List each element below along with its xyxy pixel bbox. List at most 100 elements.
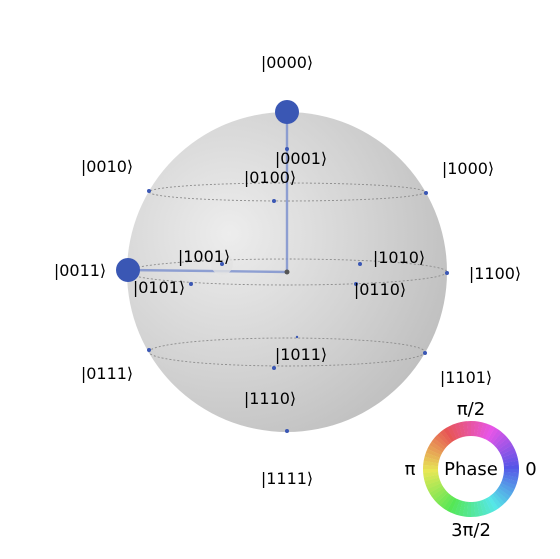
phase-wheel-segment	[443, 427, 455, 443]
label-0011: |0011⟩	[54, 261, 106, 280]
phase-wheel-segment	[492, 492, 506, 506]
label-0010: |0010⟩	[81, 157, 133, 176]
phase-legend-title: Phase	[444, 459, 498, 480]
phase-wheel-segment	[497, 441, 513, 453]
label-1100: |1100⟩	[469, 264, 521, 283]
phase-wheel-segment	[458, 421, 466, 438]
label-1010: |1010⟩	[373, 248, 425, 267]
state-marker-0011	[116, 258, 140, 282]
phase-wheel-segment	[470, 421, 476, 437]
phase-wheel-segment	[424, 477, 441, 486]
phase-wheel-segment	[489, 494, 503, 509]
point-1001	[220, 262, 224, 266]
phase-wheel-segment	[500, 480, 517, 490]
phase-wheel-segment	[487, 427, 499, 442]
phase-wheel-segment	[501, 452, 518, 461]
phase-wheel-segment	[423, 460, 439, 467]
phase-wheel-segment	[436, 432, 450, 446]
label-1011: |1011⟩	[275, 345, 327, 364]
phase-wheel-segment	[440, 494, 453, 509]
phase-legend: Phase π/2 π 0 3π/2	[405, 399, 537, 541]
phase-wheel-segment	[447, 497, 458, 513]
phase-wheel-segment	[434, 435, 448, 448]
phase-wheel-segment	[434, 490, 448, 504]
point-0110	[354, 282, 358, 286]
phase-wheel-segment	[427, 482, 443, 494]
phase-wheel-segment	[484, 497, 496, 513]
phase-wheel-segment	[437, 492, 450, 506]
phase-wheel-segment	[502, 477, 518, 486]
phase-wheel-segment	[454, 422, 463, 439]
point-1110	[272, 366, 276, 370]
phase-wheel-segment	[479, 422, 488, 438]
state-marker-0000	[275, 100, 299, 124]
phase-wheel-segment	[492, 432, 505, 446]
phase-wheel-segment	[462, 501, 469, 517]
phase-wheel-segment	[423, 456, 440, 464]
phase-wheel-segment	[431, 438, 446, 451]
phase-label-right: 0	[525, 459, 536, 480]
phase-wheel-segment	[503, 471, 519, 478]
point-0010	[147, 189, 151, 193]
phase-wheel-segment	[494, 434, 508, 448]
phase-wheel-segment	[479, 499, 488, 516]
phase-wheel-segment	[423, 471, 439, 478]
phase-wheel-segment	[496, 437, 511, 451]
point-0101	[189, 282, 193, 286]
phase-wheel-segment	[424, 452, 440, 461]
phase-wheel-segment	[494, 490, 508, 503]
phase-wheel-segment	[423, 474, 440, 482]
phase-wheel-segment	[450, 423, 460, 440]
phase-wheel-segment	[425, 448, 442, 458]
label-1000: |1000⟩	[442, 159, 494, 178]
phase-wheel-segment	[502, 456, 519, 464]
label-1001: |1001⟩	[178, 247, 230, 266]
phase-wheel-segment	[489, 429, 502, 444]
phase-wheel-segment	[423, 464, 439, 470]
label-0000: |0000⟩	[261, 53, 313, 72]
point-1111	[285, 429, 289, 433]
point-center	[284, 269, 290, 275]
phase-wheel-segment	[443, 496, 455, 511]
label-1110: |1110⟩	[244, 389, 296, 408]
label-0100: |0100⟩	[244, 168, 296, 187]
phase-wheel-segment	[450, 498, 460, 515]
phase-label-top: π/2	[457, 399, 485, 420]
phase-wheel-segment	[473, 501, 480, 517]
point-0001	[285, 147, 289, 151]
phase-wheel-segment	[502, 474, 519, 482]
point-0111	[147, 348, 151, 352]
phase-wheel-segment	[473, 421, 480, 437]
phase-wheel-segment	[429, 485, 445, 497]
label-0111: |0111⟩	[81, 364, 133, 383]
phase-wheel-segment	[446, 425, 458, 441]
phase-wheel-segment	[484, 425, 495, 441]
basis-labels: |0000⟩ |0001⟩ |0010⟩ |0011⟩ |0100⟩ |0101…	[54, 53, 521, 488]
label-0001: |0001⟩	[275, 149, 327, 168]
basis-points	[147, 147, 449, 433]
phase-wheel-segment	[499, 444, 515, 456]
phase-wheel-segment	[499, 482, 515, 493]
phase-label-bottom: 3π/2	[451, 520, 491, 541]
phase-label-left: π	[405, 459, 416, 480]
phase-wheel-segment	[431, 487, 446, 501]
point-1101	[423, 351, 427, 355]
phase-wheel-segment	[458, 500, 466, 517]
phase-wheel-segment	[503, 460, 519, 467]
phase-wheel-segment	[500, 448, 517, 458]
phase-wheel-segment	[466, 501, 472, 518]
point-0100	[272, 199, 276, 203]
phase-wheel-segment	[439, 429, 453, 444]
phase-wheel-segment	[482, 498, 492, 515]
phase-wheel-segment	[476, 421, 484, 438]
label-0110: |0110⟩	[354, 280, 406, 299]
phase-wheel-segment	[476, 500, 484, 517]
phase-wheel-segment	[462, 421, 469, 437]
state-vectors	[127, 112, 289, 274]
phase-wheel-segment	[487, 495, 499, 511]
phase-wheel-segment	[482, 423, 492, 440]
label-1101: |1101⟩	[440, 368, 492, 387]
point-1010	[358, 262, 362, 266]
vector-0011	[127, 268, 288, 274]
